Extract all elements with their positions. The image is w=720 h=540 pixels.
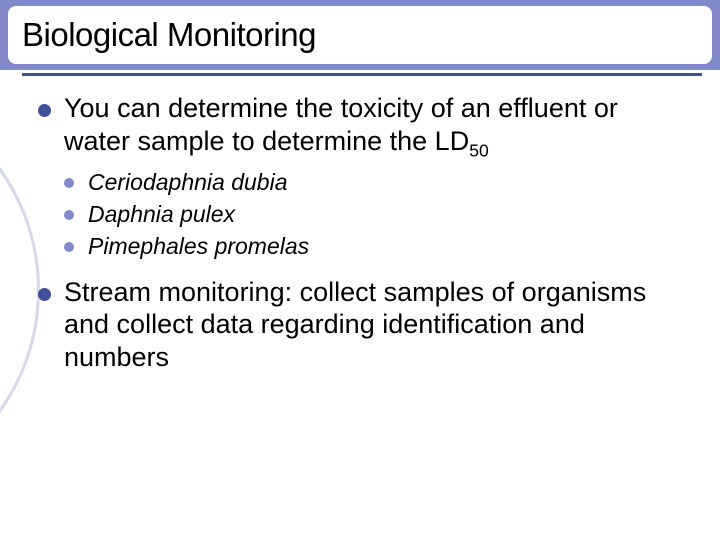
bullet-dot-icon — [38, 288, 51, 301]
main-bullet-1-pre: You can determine the toxicity of an eff… — [64, 93, 618, 156]
main-bullet-1-sub: 50 — [469, 140, 489, 160]
slide-title: Biological Monitoring — [22, 16, 316, 54]
bullet-dot-icon — [38, 104, 51, 117]
sub-bullet-c: Pimephales promelas — [64, 232, 688, 262]
bullet-dot-icon — [64, 178, 74, 188]
sub-bullet-a: Ceriodaphnia dubia — [64, 168, 688, 198]
bullet-dot-icon — [64, 210, 74, 220]
decorative-arc — [0, 80, 40, 500]
sub-bullet-c-text: Pimephales promelas — [88, 233, 309, 259]
main-bullet-1-text: You can determine the toxicity of an eff… — [64, 93, 618, 156]
main-bullet-2: Stream monitoring: collect samples of or… — [38, 276, 688, 375]
sub-bullet-b: Daphnia pulex — [64, 200, 688, 230]
title-box: Biological Monitoring — [8, 6, 712, 64]
slide: Biological Monitoring You can determine … — [0, 0, 720, 540]
bullet-dot-icon — [64, 242, 74, 252]
main-bullet-2-text: Stream monitoring: collect samples of or… — [64, 277, 646, 373]
title-underline — [22, 73, 702, 76]
main-bullet-1: You can determine the toxicity of an eff… — [38, 92, 688, 158]
content-area: You can determine the toxicity of an eff… — [38, 92, 688, 384]
sub-bullet-b-text: Daphnia pulex — [88, 201, 235, 227]
sub-bullet-group: Ceriodaphnia dubia Daphnia pulex Pimepha… — [38, 168, 688, 262]
sub-bullet-a-text: Ceriodaphnia dubia — [88, 169, 288, 195]
